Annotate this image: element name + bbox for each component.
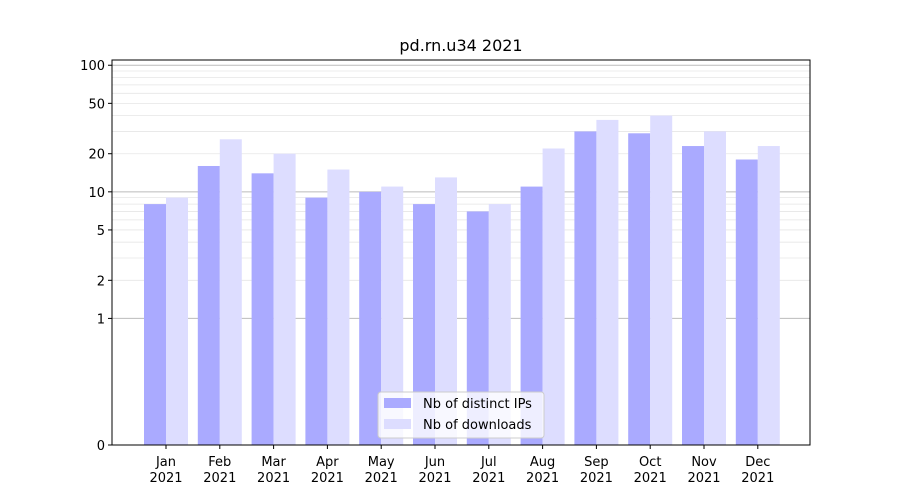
y-tick-label: 50 (88, 97, 105, 112)
x-tick-label-year: 2021 (149, 471, 182, 486)
bar-distinct-ips (305, 197, 328, 445)
bar-downloads (273, 153, 296, 446)
bar-downloads (327, 169, 350, 445)
y-tick-label: 1 (97, 312, 105, 327)
legend-swatch-ips (384, 398, 411, 408)
x-tick-label-year: 2021 (472, 471, 505, 486)
x-tick-label-year: 2021 (257, 471, 290, 486)
x-tick-label-month: Jul (480, 455, 497, 470)
x-tick-label-month: Apr (316, 455, 339, 470)
y-tick-label: 2 (97, 274, 105, 289)
legend-swatch-downloads (384, 419, 411, 429)
x-tick-label-year: 2021 (741, 471, 774, 486)
legend: Nb of distinct IPs Nb of downloads (377, 391, 545, 439)
bar-downloads (757, 146, 780, 445)
x-tick-label-year: 2021 (311, 471, 344, 486)
bar-downloads (704, 131, 726, 445)
bar-distinct-ips (735, 159, 758, 445)
bar-downloads (219, 139, 242, 445)
bar-distinct-ips (628, 133, 651, 445)
plot-frame (111, 59, 811, 446)
y-tick-label: 0 (97, 439, 105, 454)
bars (144, 115, 780, 446)
legend-label-downloads: Nb of downloads (423, 418, 532, 433)
x-tick-label-month: Sep (584, 455, 609, 470)
y-axis: 0 1 2 5 10 20 50 100 (80, 59, 112, 454)
x-tick-label-year: 2021 (203, 471, 236, 486)
bar-downloads (488, 204, 511, 445)
x-tick-label-year: 2021 (687, 471, 720, 486)
x-tick-label-month: Aug (530, 455, 555, 470)
x-tick-label-month: Feb (208, 455, 231, 470)
bar-distinct-ips (197, 165, 220, 446)
legend-box (377, 391, 545, 439)
bar-downloads (435, 177, 457, 446)
bar-downloads (596, 119, 619, 445)
x-tick-label-year: 2021 (634, 471, 667, 486)
bar-distinct-ips (574, 131, 597, 445)
bar-distinct-ips (520, 186, 543, 446)
bar-downloads (166, 197, 188, 445)
x-tick-label-month: Nov (691, 455, 717, 470)
bar-downloads (650, 115, 673, 445)
x-tick-label-month: Jan (155, 455, 176, 470)
x-tick-label-year: 2021 (365, 471, 398, 486)
bar-distinct-ips (359, 191, 382, 445)
bar-downloads (381, 186, 404, 446)
bar-distinct-ips (466, 211, 489, 445)
x-tick-label-month: Dec (745, 455, 770, 470)
bar-distinct-ips (144, 204, 166, 445)
x-tick-label-month: May (368, 455, 395, 470)
chart-title: pd.rn.u34 2021 (399, 36, 522, 55)
bar-distinct-ips (251, 173, 274, 445)
x-tick-label-month: Jun (424, 455, 445, 470)
bar-distinct-ips (682, 146, 704, 445)
bar-downloads (542, 148, 565, 445)
x-tick-label-month: Oct (639, 455, 661, 470)
bar-distinct-ips (413, 204, 435, 445)
x-tick-label-year: 2021 (580, 471, 613, 486)
x-tick-label-year: 2021 (418, 471, 451, 486)
y-tick-label: 5 (97, 224, 105, 239)
x-tick-label-month: Mar (261, 455, 286, 470)
x-axis: Jan2021Feb2021Mar2021Apr2021May2021Jun20… (149, 445, 774, 486)
y-tick-label: 20 (88, 148, 105, 163)
legend-label-ips: Nb of distinct IPs (423, 397, 532, 412)
y-tick-label: 10 (88, 186, 105, 201)
y-tick-label: 100 (80, 59, 105, 74)
x-tick-label-year: 2021 (526, 471, 559, 486)
